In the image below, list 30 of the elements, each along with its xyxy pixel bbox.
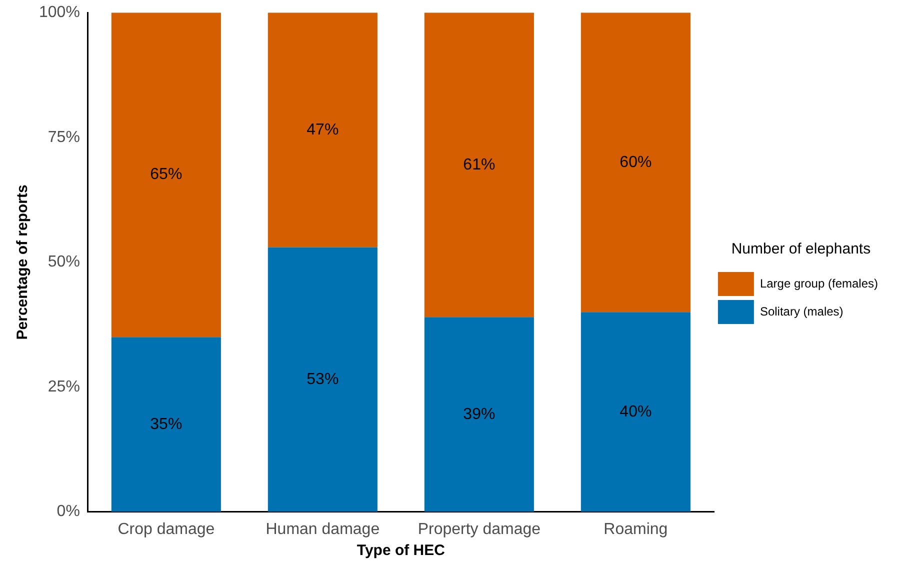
data-label: 39% (463, 406, 496, 423)
bar (424, 317, 534, 512)
legend-label: Solitary (males) (760, 304, 844, 318)
bar (111, 12, 221, 338)
data-label: 47% (306, 121, 339, 138)
y-tick-label: 50% (48, 254, 80, 271)
legend-label: Large group (females) (760, 276, 878, 290)
x-tick-label: Property damage (418, 520, 541, 538)
legend-title: Number of elephants (731, 240, 871, 258)
x-tick-label: Crop damage (118, 520, 215, 538)
y-tick-label: 0% (56, 503, 80, 520)
bar (268, 12, 378, 248)
x-tick-label: Roaming (604, 520, 668, 538)
data-label: 61% (463, 156, 496, 174)
y-tick-label: 25% (48, 378, 80, 396)
data-label: 60% (620, 154, 652, 171)
bar (268, 247, 378, 512)
bar (111, 337, 221, 512)
y-tick-label: 75% (48, 128, 80, 146)
y-axis-title: Percentage of reports (14, 184, 32, 340)
bar (580, 12, 690, 312)
data-label: 40% (620, 403, 652, 420)
bar (580, 312, 690, 512)
bar (424, 12, 534, 318)
data-label: 65% (150, 166, 182, 184)
data-label: 53% (306, 370, 339, 388)
y-tick-label: 100% (39, 4, 80, 22)
x-axis-title: Type of HEC (356, 542, 446, 560)
data-label: 35% (150, 416, 182, 433)
x-tick-label: Human damage (266, 520, 380, 538)
